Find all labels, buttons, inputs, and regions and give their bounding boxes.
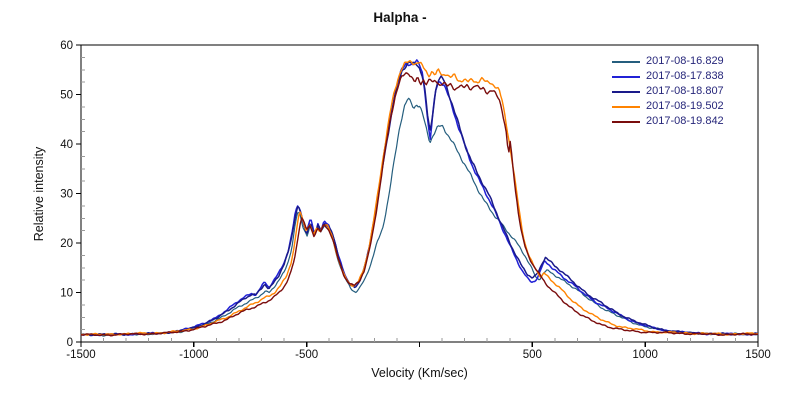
- legend-item: 2017-08-16.829: [612, 54, 724, 69]
- svg-text:-500: -500: [295, 349, 318, 361]
- svg-text:500: 500: [523, 349, 542, 361]
- svg-text:-1000: -1000: [179, 349, 208, 361]
- legend-label: 2017-08-18.807: [646, 85, 724, 97]
- legend-swatch: [612, 120, 640, 123]
- x-axis-label: Velocity (Km/sec): [371, 366, 468, 380]
- svg-text:50: 50: [60, 90, 73, 102]
- legend-item: 2017-08-18.807: [612, 84, 724, 99]
- legend-label: 2017-08-19.502: [646, 100, 724, 112]
- svg-text:10: 10: [60, 288, 73, 300]
- legend: 2017-08-16.829 2017-08-17.838 2017-08-18…: [612, 54, 724, 129]
- svg-text:60: 60: [60, 40, 73, 52]
- chart-title: Halpha -: [373, 10, 427, 25]
- svg-text:-1500: -1500: [66, 349, 95, 361]
- legend-label: 2017-08-17.838: [646, 70, 724, 82]
- svg-text:30: 30: [60, 189, 73, 201]
- svg-text:40: 40: [60, 139, 73, 151]
- series-line-2017-08-19.842: [80, 72, 759, 337]
- legend-swatch: [612, 90, 640, 93]
- series-line-2017-08-16.829: [80, 97, 759, 337]
- legend-item: 2017-08-19.842: [612, 114, 724, 129]
- legend-label: 2017-08-19.842: [646, 115, 724, 127]
- legend-swatch: [612, 75, 640, 78]
- svg-text:1500: 1500: [745, 349, 771, 361]
- svg-text:1000: 1000: [632, 349, 658, 361]
- series-line-2017-08-18.807: [80, 61, 759, 337]
- legend-label: 2017-08-16.829: [646, 55, 724, 67]
- svg-text:0: 0: [67, 337, 73, 349]
- legend-swatch: [612, 60, 640, 63]
- legend-swatch: [612, 105, 640, 108]
- legend-item: 2017-08-17.838: [612, 69, 724, 84]
- legend-item: 2017-08-19.502: [612, 99, 724, 114]
- svg-text:20: 20: [60, 238, 73, 250]
